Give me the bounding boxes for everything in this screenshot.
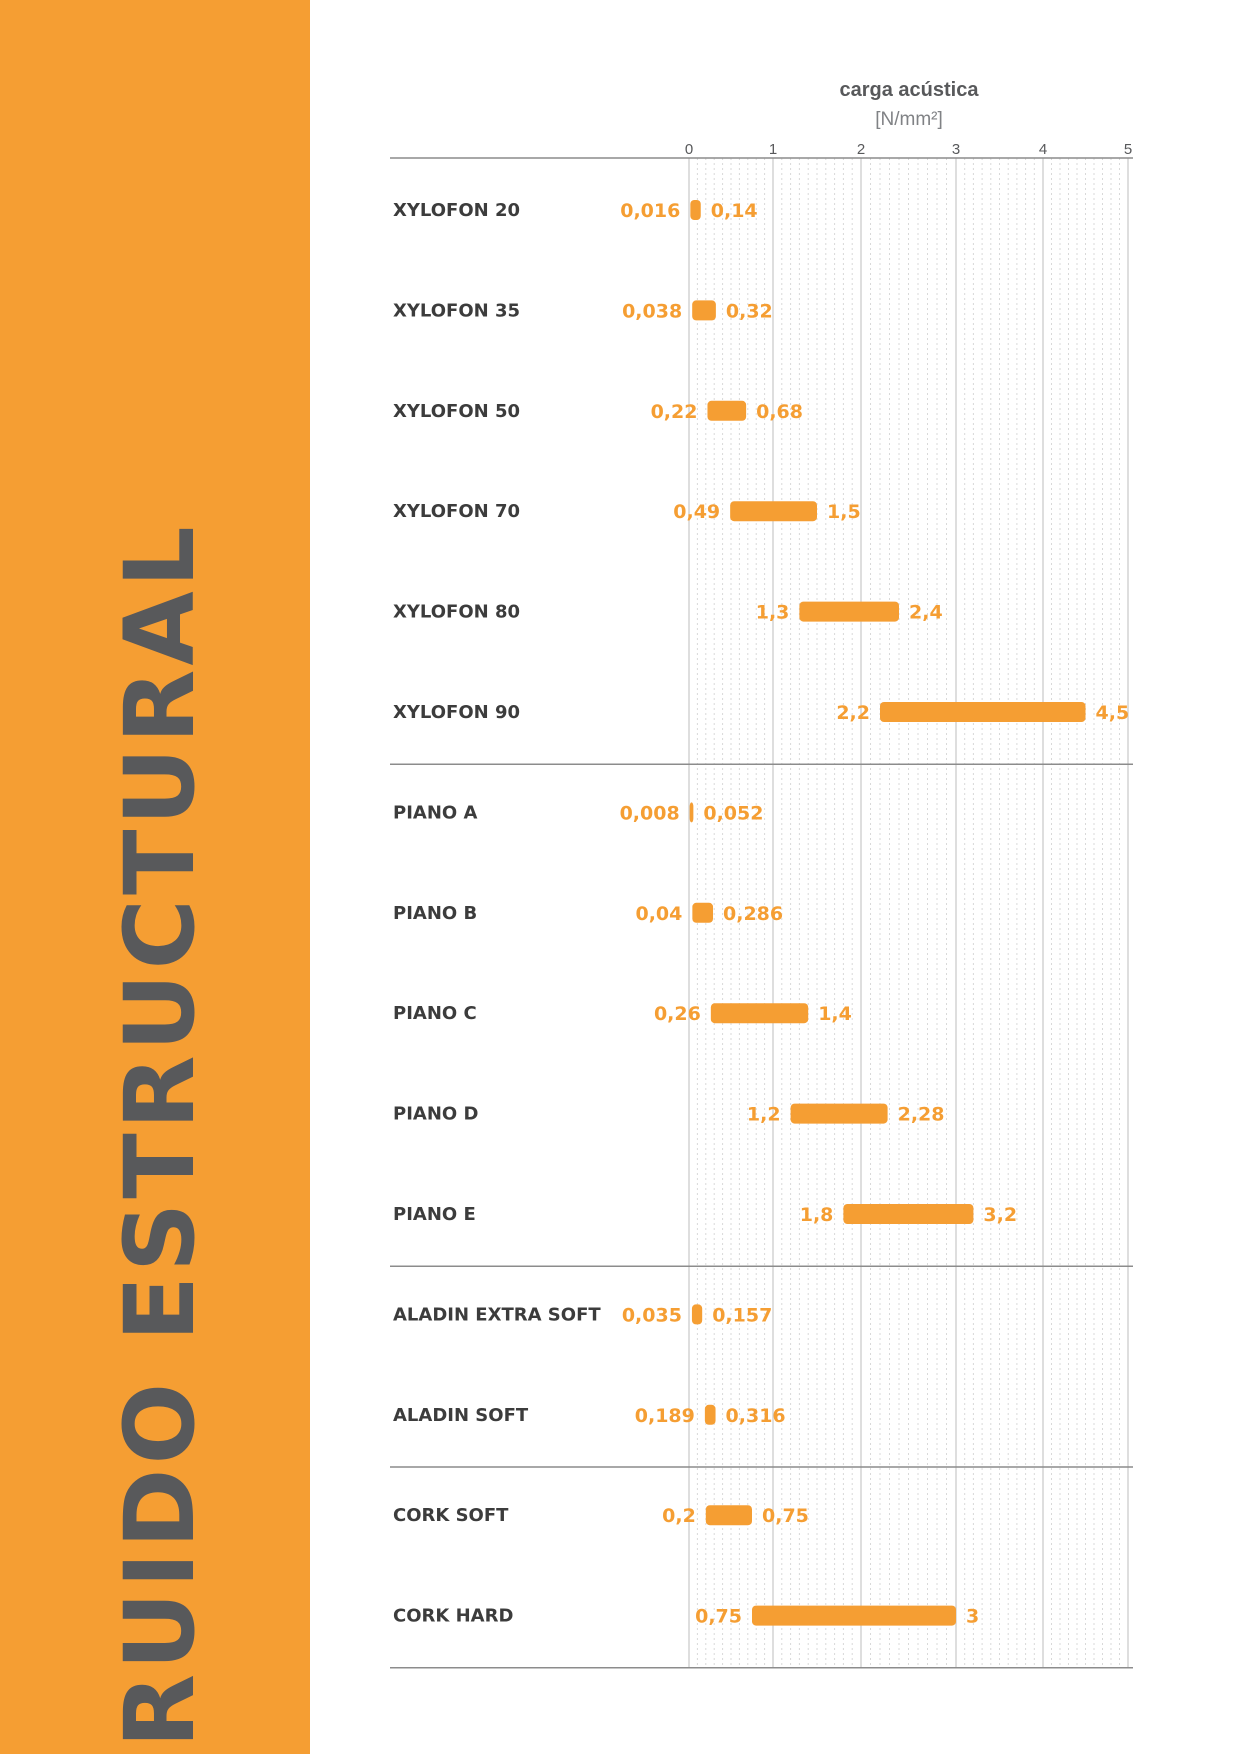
min-value-label: 1,3	[756, 602, 790, 624]
min-value-label: 1,2	[747, 1104, 781, 1126]
max-value-label: 2,28	[898, 1104, 945, 1126]
range-bar	[707, 400, 747, 421]
min-value-label: 0,008	[620, 802, 680, 824]
row-label: XYLOFON 70	[393, 501, 520, 522]
row-label: ALADIN EXTRA SOFT	[393, 1304, 601, 1325]
range-bar	[705, 1505, 752, 1526]
range-bar	[790, 1103, 888, 1124]
max-value-label: 0,14	[711, 200, 758, 222]
chart-title: carga acústica	[840, 79, 980, 101]
row-label: XYLOFON 90	[393, 702, 520, 723]
row-label: PIANO C	[393, 1003, 477, 1024]
min-value-label: 0,04	[635, 903, 682, 925]
max-value-label: 1,5	[827, 501, 861, 523]
min-value-label: 0,189	[635, 1405, 695, 1427]
range-bar	[704, 1404, 716, 1425]
max-value-label: 0,68	[756, 401, 803, 423]
max-value-label: 0,316	[726, 1405, 786, 1427]
row-label: ALADIN SOFT	[393, 1405, 529, 1426]
min-value-label: 0,035	[622, 1304, 682, 1326]
min-value-label: 2,2	[836, 702, 870, 724]
sidebar-panel: RUIDO ESTRUCTURAL	[0, 0, 310, 1754]
min-value-label: 0,75	[695, 1606, 742, 1628]
row-label: XYLOFON 50	[393, 401, 520, 422]
chart-unit: [N/mm²]	[875, 109, 943, 130]
max-value-label: 3,2	[983, 1204, 1017, 1226]
max-value-label: 0,052	[703, 802, 763, 824]
tick-label: 1	[769, 141, 777, 158]
max-value-label: 0,32	[726, 300, 773, 322]
row-label: PIANO D	[393, 1104, 478, 1125]
tick-label: 5	[1124, 141, 1132, 158]
tick-label: 4	[1039, 141, 1047, 158]
range-bar	[880, 702, 1086, 722]
row-label: PIANO A	[393, 802, 477, 823]
tick-label: 0	[685, 141, 693, 158]
min-value-label: 0,49	[673, 501, 720, 523]
row-label: XYLOFON 35	[393, 300, 520, 321]
row-label: PIANO E	[393, 1204, 476, 1225]
tick-label: 2	[857, 141, 865, 158]
max-value-label: 4,5	[1096, 702, 1130, 724]
row-label: CORK SOFT	[393, 1505, 509, 1526]
row-label: CORK HARD	[393, 1606, 513, 1627]
range-bar	[692, 902, 714, 923]
min-value-label: 0,038	[622, 300, 682, 322]
range-bar	[690, 200, 701, 220]
max-value-label: 3	[966, 1606, 979, 1628]
range-bar	[692, 300, 716, 321]
max-value-label: 1,4	[818, 1003, 852, 1025]
range-bar	[730, 501, 817, 522]
tick-label: 3	[952, 141, 960, 158]
max-value-label: 2,4	[909, 602, 943, 624]
range-bar	[691, 1304, 703, 1325]
max-value-label: 0,157	[712, 1304, 772, 1326]
min-value-label: 0,26	[654, 1003, 701, 1025]
range-bar	[752, 1605, 956, 1626]
range-bar	[710, 1003, 809, 1024]
max-value-label: 0,286	[723, 903, 783, 925]
min-value-label: 0,016	[620, 200, 680, 222]
range-bar	[799, 601, 899, 622]
max-value-label: 0,75	[762, 1505, 809, 1527]
min-value-label: 0,2	[662, 1505, 696, 1527]
min-value-label: 0,22	[651, 401, 698, 423]
row-label: XYLOFON 20	[393, 200, 520, 221]
row-label: XYLOFON 80	[393, 602, 520, 623]
range-bar	[843, 1204, 974, 1224]
min-value-label: 1,8	[800, 1204, 834, 1226]
row-label: PIANO B	[393, 903, 477, 924]
range-bar	[689, 802, 694, 823]
